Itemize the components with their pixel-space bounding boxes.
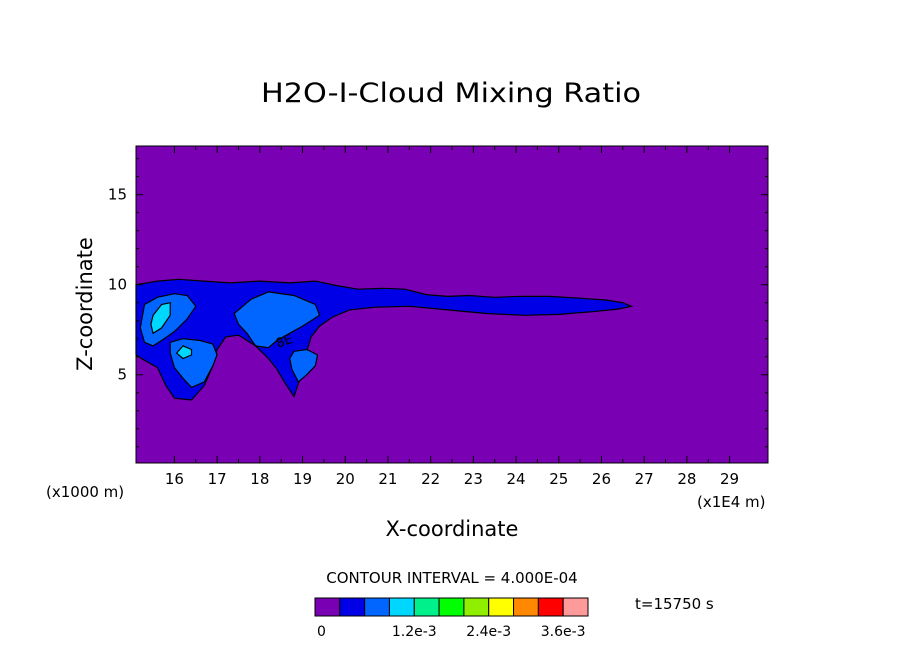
colorbar-swatch	[413, 597, 440, 617]
y-tick-label: 5	[117, 366, 127, 384]
x-tick-label: 16	[165, 470, 184, 488]
x-tick-label: 19	[293, 470, 312, 488]
x-tick-label: 25	[549, 470, 568, 488]
y-tick-label: 10	[108, 276, 127, 294]
colorbar-label: 2.4e-3	[466, 624, 511, 640]
colorbar-swatch	[488, 597, 515, 617]
colorbar-swatch	[364, 597, 390, 617]
colorbar-swatch	[513, 597, 539, 617]
contour-region-7	[175, 345, 193, 360]
x-tick-label: 21	[378, 470, 397, 488]
colorbar-swatch	[388, 597, 415, 617]
contour-label: 8E	[274, 332, 295, 352]
colorbar-label: 0	[317, 624, 326, 640]
y-unit-label: (x1000 m)	[46, 483, 124, 501]
x-tick-label: 27	[635, 470, 654, 488]
colorbar-swatch	[537, 597, 564, 617]
colorbar-label: 3.6e-3	[541, 624, 586, 640]
colorbar-label: 1.2e-3	[392, 624, 437, 640]
colorbar-swatch	[562, 597, 589, 617]
y-tick-label: 15	[108, 186, 127, 204]
colorbar	[314, 597, 589, 617]
chart-title: H2O-I-Cloud Mixing Ratio	[261, 78, 641, 109]
plot-area: 8E 16 17 18 19 20 21 22 23 24 25 26 27 28 29 5 10 15	[108, 145, 769, 488]
x-tick-label: 17	[208, 470, 227, 488]
contour-region-6	[150, 301, 171, 335]
x-tick-label: 26	[592, 470, 611, 488]
x-tick-label: 22	[421, 470, 440, 488]
colorbar-labels: 0 1.2e-3 2.4e-3 3.6e-3	[317, 624, 586, 640]
colorbar-swatch	[438, 597, 465, 617]
y-axis-label: Z-coordinate	[73, 237, 97, 371]
x-unit-label: (x1E4 m)	[697, 493, 766, 511]
colorbar-swatch	[463, 597, 490, 617]
x-tick-label: 24	[507, 470, 526, 488]
contour-region-5	[289, 348, 319, 383]
x-tick-label: 29	[720, 470, 739, 488]
x-tick-label: 28	[677, 470, 696, 488]
y-axis-ticks: 5 10 15	[108, 158, 768, 448]
x-axis-ticks: 16 17 18 19 20 21 22 23 24 25 26 27 28 29	[165, 146, 739, 488]
contour-interval-text: CONTOUR INTERVAL = 4.000E-04	[326, 569, 577, 587]
time-stamp: t=15750 s	[635, 595, 714, 613]
colorbar-swatch	[339, 597, 366, 617]
x-tick-label: 20	[336, 470, 355, 488]
x-axis-label: X-coordinate	[386, 517, 519, 541]
x-tick-label: 23	[464, 470, 483, 488]
colorbar-swatch	[314, 597, 341, 617]
x-tick-label: 18	[250, 470, 269, 488]
contour-region-4	[233, 291, 321, 349]
contour-regions	[135, 278, 634, 401]
